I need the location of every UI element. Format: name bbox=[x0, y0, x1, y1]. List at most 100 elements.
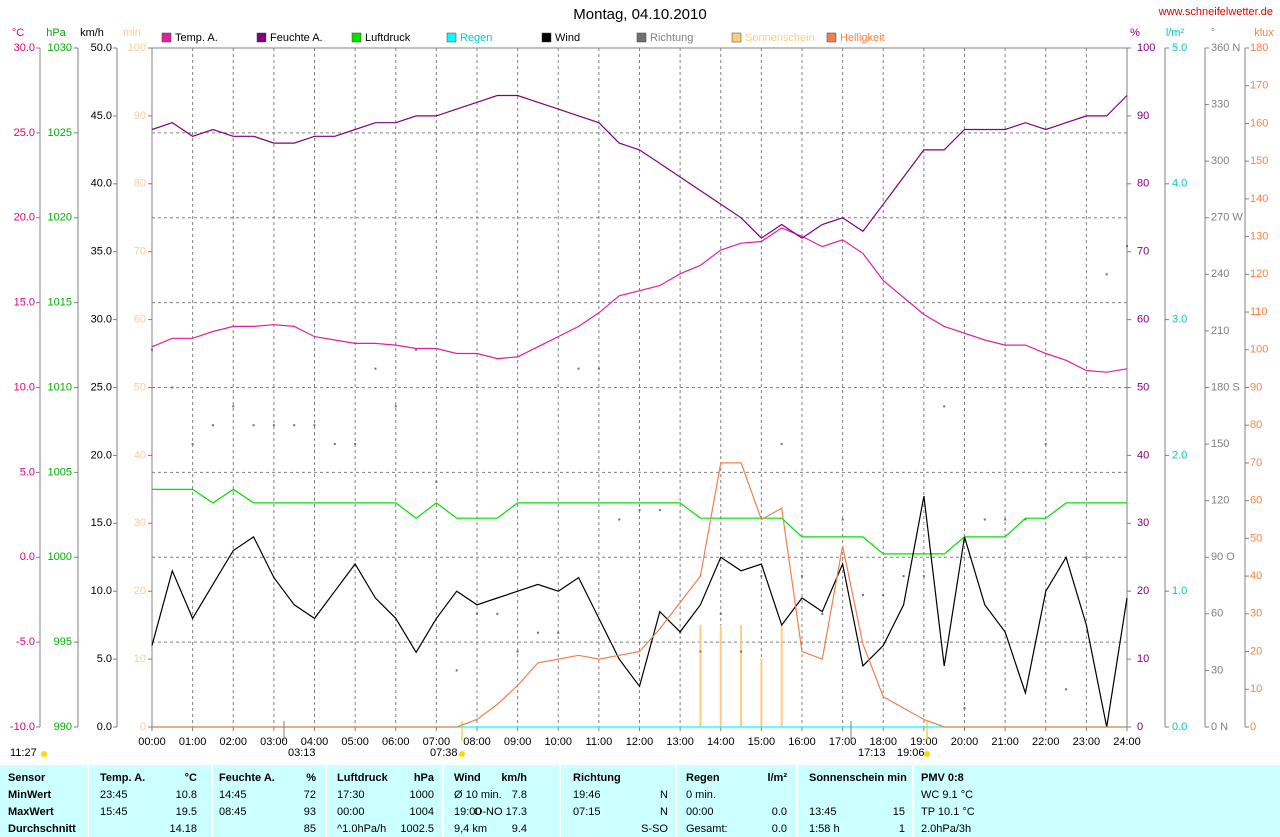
y-tick-label: 270 W bbox=[1211, 212, 1243, 224]
table-cell: WC 9.1 °C bbox=[921, 789, 973, 801]
x-tick-label: 11:00 bbox=[586, 736, 613, 748]
y-tick-label: 150 bbox=[1211, 438, 1229, 450]
y-tick-label: 90 bbox=[1250, 381, 1262, 393]
y-tick-label: 100 bbox=[1137, 42, 1155, 54]
x-tick-label: 00:00 bbox=[138, 736, 166, 748]
direction-dot bbox=[394, 405, 397, 408]
annotation: 19:06 bbox=[897, 747, 925, 759]
y-tick-label: 60 bbox=[134, 314, 146, 326]
y-tick-label: 0 N bbox=[1211, 721, 1228, 733]
axis-unit: hPa bbox=[46, 27, 66, 39]
y-tick-label: 30 bbox=[1137, 517, 1149, 529]
y-tick-label: 1025 bbox=[48, 127, 72, 139]
legend-label: Luftdruck bbox=[365, 32, 411, 44]
y-tick-label: 1000 bbox=[48, 551, 72, 563]
series-line bbox=[151, 495, 1128, 728]
y-tick-label: 210 bbox=[1211, 325, 1229, 337]
y-tick-label: 1.0 bbox=[1172, 585, 1187, 597]
table-cell: 85 bbox=[304, 823, 316, 835]
table-cell: 1:58 h bbox=[809, 823, 840, 835]
table-cell: 19.5 bbox=[176, 806, 197, 818]
direction-dot bbox=[740, 650, 743, 653]
x-tick-label: 06:00 bbox=[382, 736, 410, 748]
y-tick-label: 130 bbox=[1250, 231, 1268, 243]
x-tick-label: 22:00 bbox=[1032, 736, 1060, 748]
y-tick-label: 1020 bbox=[48, 212, 72, 224]
y-tick-label: 20.0 bbox=[91, 449, 112, 461]
table-cell: 1000 bbox=[410, 789, 434, 801]
table-cell: MaxWert bbox=[8, 806, 54, 818]
y-tick-label: 90 bbox=[134, 110, 146, 122]
legend-label: Richtung bbox=[650, 32, 693, 44]
table-cell: 14:45 bbox=[219, 789, 247, 801]
table-cell: 0.0 bbox=[772, 823, 787, 835]
table-cell: 9,4 km bbox=[454, 823, 487, 835]
y-tick-label: 90 bbox=[1137, 110, 1149, 122]
legend-swatch bbox=[731, 32, 742, 43]
table-cell: Ø 10 min. bbox=[454, 789, 502, 801]
table-cell: 08:45 bbox=[219, 806, 247, 818]
table-header-cell: PMV 0:8 bbox=[921, 772, 964, 784]
legend-swatch bbox=[446, 32, 457, 43]
table-cell: 19:00 bbox=[454, 806, 482, 818]
x-tick-label: 10:00 bbox=[544, 736, 572, 748]
direction-dot bbox=[516, 650, 519, 653]
table-header-cell: Sensor bbox=[8, 772, 46, 784]
sunshine-bar bbox=[719, 625, 722, 727]
y-tick-label: 30.0 bbox=[14, 42, 35, 54]
table-cell: 15 bbox=[893, 806, 905, 818]
direction-dot bbox=[1044, 443, 1047, 446]
y-tick-label: 3.0 bbox=[1172, 314, 1187, 326]
y-tick-label: 330 bbox=[1211, 98, 1229, 110]
direction-dot bbox=[1065, 688, 1068, 691]
direction-dot bbox=[211, 424, 214, 427]
y-tick-label: 60 bbox=[1211, 608, 1223, 620]
table-header-cell: Temp. A. bbox=[100, 772, 145, 784]
y-tick-label: 40 bbox=[1137, 449, 1149, 461]
y-tick-label: 80 bbox=[134, 178, 146, 190]
series-line bbox=[151, 94, 1128, 239]
direction-dot bbox=[760, 575, 763, 578]
x-tick-label: 18:00 bbox=[869, 736, 897, 748]
y-tick-label: 4.0 bbox=[1172, 178, 1187, 190]
x-tick-label: 08:00 bbox=[463, 736, 491, 748]
y-tick-label: 995 bbox=[54, 636, 72, 648]
legend-label: Temp. A. bbox=[175, 32, 218, 44]
direction-dot bbox=[455, 669, 458, 672]
y-tick-label: 990 bbox=[54, 721, 72, 733]
y-tick-label: 180 bbox=[1250, 42, 1268, 54]
series-line bbox=[151, 227, 1128, 373]
table-cell: 19:46 bbox=[573, 789, 601, 801]
y-tick-label: 0.0 bbox=[20, 551, 35, 563]
table-cell: 23:45 bbox=[100, 789, 128, 801]
direction-dot bbox=[333, 443, 336, 446]
legend-swatch bbox=[541, 32, 552, 43]
y-tick-label: 60 bbox=[1137, 314, 1149, 326]
axis-unit: l/m² bbox=[1166, 27, 1185, 39]
y-tick-label: 10.0 bbox=[91, 585, 112, 597]
x-tick-label: 12:00 bbox=[626, 736, 654, 748]
y-tick-label: 170 bbox=[1250, 80, 1268, 92]
table-background bbox=[0, 765, 1280, 837]
axis-unit: min bbox=[123, 27, 141, 39]
site-link[interactable]: www.schneifelwetter.de bbox=[1158, 6, 1273, 18]
y-tick-label: 30 bbox=[1250, 608, 1262, 620]
direction-dot bbox=[719, 612, 722, 615]
table-cell: 00:00 bbox=[686, 806, 714, 818]
legend-swatch bbox=[256, 32, 267, 43]
y-tick-label: 0 bbox=[1137, 721, 1143, 733]
x-tick-label: 07:00 bbox=[423, 736, 451, 748]
annotation: 11:27 bbox=[10, 747, 37, 759]
y-tick-label: 50 bbox=[134, 381, 146, 393]
legend-swatch bbox=[161, 32, 172, 43]
direction-dot bbox=[191, 443, 194, 446]
table-cell: 1 bbox=[899, 823, 905, 835]
legend-label: Helligkeit bbox=[840, 32, 885, 44]
y-tick-label: 120 bbox=[1250, 268, 1268, 280]
table-cell: Durchschnitt bbox=[8, 823, 76, 835]
direction-dot bbox=[171, 386, 174, 389]
x-tick-label: 03:00 bbox=[260, 736, 288, 748]
y-tick-label: 15.0 bbox=[91, 517, 112, 529]
table-cell: 2.0hPa/3h bbox=[921, 823, 971, 835]
direction-dot bbox=[1105, 273, 1108, 276]
